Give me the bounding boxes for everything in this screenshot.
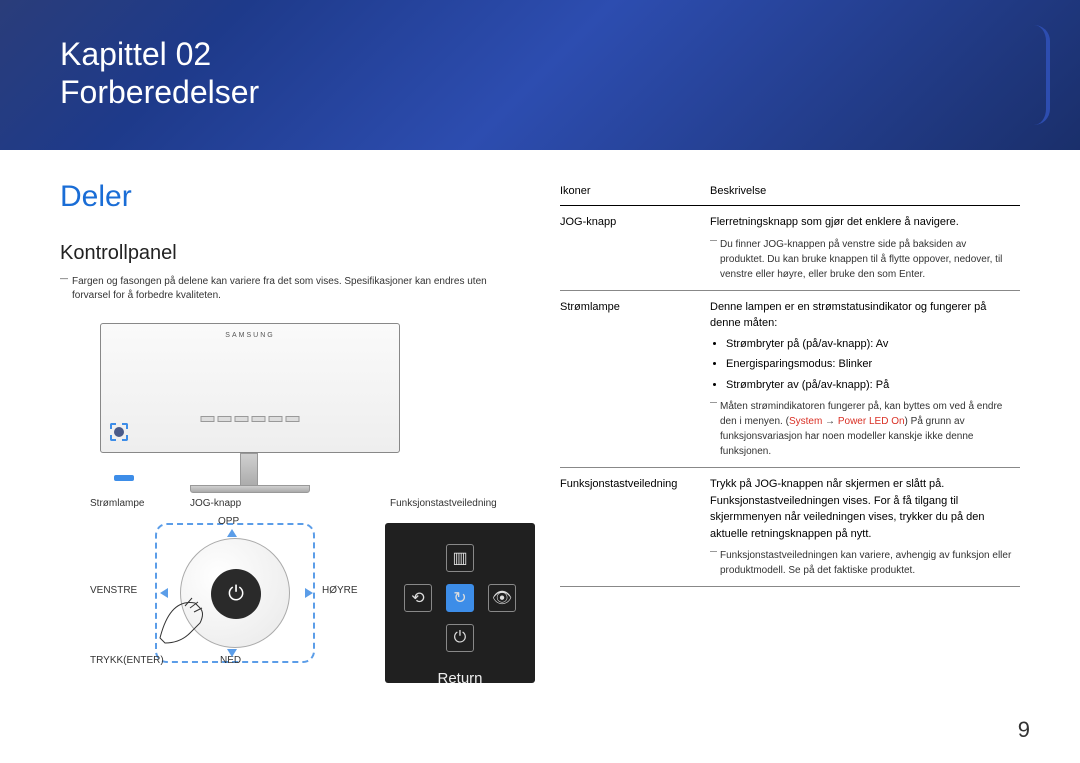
nav-icon: ↻ [446, 584, 474, 612]
label-stromlampe: Strømlampe [90, 498, 144, 509]
bullet: Strømbryter av (på/av-knapp): På [726, 377, 1012, 394]
monitor-diagram: SAMSUNG Strømlampe JOG-knapp Funksjonsta… [60, 323, 520, 683]
menu-icon: ▥ [446, 544, 474, 572]
row-desc: Trykk på JOG-knappen når skjermen er slå… [710, 476, 1012, 542]
bullet: Strømbryter på (på/av-knapp): Av [726, 336, 1012, 353]
row-name: Strømlampe [560, 290, 710, 468]
spec-note: Fargen og fasongen på delene kan variere… [60, 275, 520, 303]
row-note: Måten strømindikatoren fungerer på, kan … [710, 399, 1012, 459]
row-name: Funksjonstastveiledning [560, 468, 710, 587]
return-label: Return [437, 670, 482, 687]
monitor-brand: SAMSUNG [225, 332, 274, 339]
chapter-title: Forberedelser [60, 73, 1020, 111]
row-note: Funksjonstastveiledningen kan variere, a… [710, 548, 1012, 578]
chapter-header: Kapittel 02 Forberedelser [0, 0, 1080, 150]
eye-icon: 👁 [488, 584, 516, 612]
power-icon: ⏻ [228, 583, 244, 606]
table-header-desc: Beskrivelse [710, 180, 1020, 206]
row-desc: Flerretningsknapp som gjør det enklere å… [710, 214, 1012, 231]
label-jogknapp: JOG-knapp [190, 498, 241, 509]
label-veiledning: Funksjonstastveiledning [390, 498, 497, 509]
table-row: Strømlampe Denne lampen er en strømstatu… [560, 290, 1020, 468]
power-off-icon: ⏻ [446, 624, 474, 652]
section-title: Deler [60, 180, 520, 214]
label-venstre: VENSTRE [90, 585, 137, 596]
table-row: Funksjonstastveiledning Trykk på JOG-kna… [560, 468, 1020, 587]
page-number: 9 [1018, 717, 1030, 743]
power-led [114, 475, 134, 481]
label-hoyre: HØYRE [322, 585, 358, 596]
jog-indicator [110, 423, 128, 441]
function-key-guide: ▥ ⟲ ↻ 👁 ⏻ Return [385, 523, 535, 683]
description-table: Ikoner Beskrivelse JOG-knapp Flerretning… [560, 180, 1020, 587]
label-trykk: TRYKK(ENTER) [90, 655, 164, 666]
row-desc: Denne lampen er en strømstatusindikator … [710, 299, 1012, 332]
monitor-frame: SAMSUNG [100, 323, 400, 453]
table-row: JOG-knapp Flerretningsknapp som gjør det… [560, 206, 1020, 291]
row-note: Du finner JOG-knappen på venstre side på… [710, 237, 1012, 282]
label-opp: OPP [218, 516, 239, 527]
chapter-number: Kapittel 02 [60, 35, 1020, 73]
bullet: Energisparingsmodus: Blinker [726, 356, 1012, 373]
subsection-title: Kontrollpanel [60, 242, 520, 265]
row-name: JOG-knapp [560, 206, 710, 291]
source-icon: ⟲ [404, 584, 432, 612]
table-header-icons: Ikoner [560, 180, 710, 206]
